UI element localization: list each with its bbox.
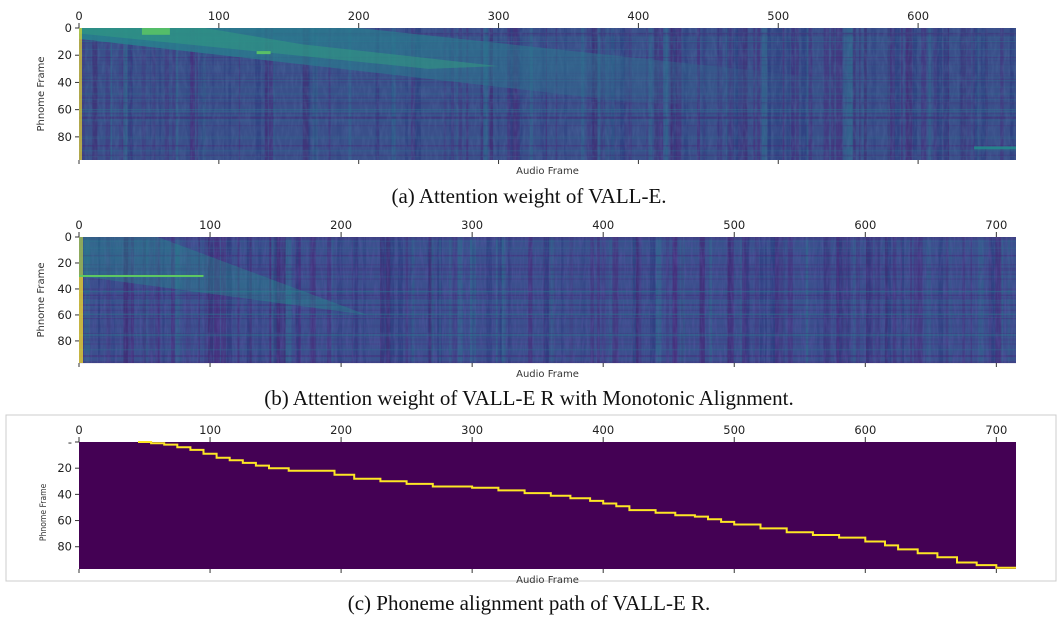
- x-tick-label: 100: [199, 218, 221, 232]
- y-tick-label: 80: [57, 334, 72, 348]
- x-tick-label: 0: [75, 218, 82, 232]
- y-tick-label: 40: [57, 282, 72, 296]
- x-tick-label: 300: [461, 218, 483, 232]
- attention-edge: [79, 237, 83, 363]
- x-tick-label: 500: [723, 218, 745, 232]
- x-tick-label: 0: [75, 9, 82, 23]
- y-tick-label: 0: [65, 21, 72, 35]
- y-tick-label: 0: [65, 230, 72, 244]
- x-tick-label: 100: [199, 423, 221, 437]
- x-tick-label: 0: [75, 423, 82, 437]
- y-tick-label: 20: [57, 461, 72, 475]
- y-tick-label: 20: [57, 256, 72, 270]
- alignment-path-line: [138, 441, 1016, 569]
- y-tick-label: 60: [57, 308, 72, 322]
- y-tick-label: 80: [57, 130, 72, 144]
- y-axis-label: Phnome Frame: [36, 262, 47, 337]
- attention-band: [79, 28, 1016, 118]
- x-tick-label: 700: [985, 218, 1007, 232]
- attention-band: [79, 237, 368, 315]
- attention-hotspot: [141, 28, 170, 35]
- x-tick-label: 200: [330, 218, 352, 232]
- attention-hotspot: [974, 146, 1016, 150]
- attention-heatmap-vall-e: 0 100 200 300 400 500 600 0 20 40 60 80 Audio Frame P…: [36, 9, 1016, 177]
- y-tick-label: -: [68, 435, 72, 449]
- attention-line: [79, 274, 204, 277]
- x-tick-label: 400: [627, 9, 649, 23]
- panel-frame: [5, 414, 1057, 582]
- y-axis-label: Phnome Frame: [36, 56, 47, 131]
- caption-a: (a) Attention weight of VALL-E.: [391, 184, 667, 208]
- x-tick-label: 200: [330, 423, 352, 437]
- y-tick-label: 40: [57, 75, 72, 89]
- x-axis-label: Audio Frame: [516, 166, 579, 177]
- attention-hotspot: [256, 51, 271, 55]
- attention-heatmap-vall-e-r: 0 100 200 300 400 500 600 700 0 20 40 60 80 Audio Fra…: [36, 218, 1016, 380]
- attention-band-bright: [79, 28, 499, 69]
- x-tick-label: 600: [907, 9, 929, 23]
- x-tick-label: 400: [592, 218, 614, 232]
- x-tick-label: 300: [461, 423, 483, 437]
- y-tick-label: 40: [57, 487, 72, 501]
- x-axis-label: Audio Frame: [516, 369, 579, 380]
- caption-c: (c) Phoneme alignment path of VALL-E R.: [347, 591, 711, 615]
- caption-b: (b) Attention weight of VALL-E R with Mo…: [264, 386, 794, 410]
- alignment-path-heatmap: 0 100 200 300 400 500 600 700 - 20 40 60 80 Audio Fra…: [5, 414, 1057, 586]
- y-tick-label: 60: [57, 103, 72, 117]
- x-tick-label: 400: [592, 423, 614, 437]
- x-axis-label: Audio Frame: [516, 575, 579, 586]
- y-axis-label: Phnome Frame: [37, 484, 48, 541]
- x-tick-label: 600: [854, 218, 876, 232]
- x-tick-label: 500: [723, 423, 745, 437]
- x-tick-label: 300: [488, 9, 510, 23]
- x-tick-label: 500: [767, 9, 789, 23]
- attention-edge: [79, 28, 82, 160]
- heatmap-background: [79, 442, 1016, 569]
- x-tick-label: 700: [985, 423, 1007, 437]
- y-tick-label: 60: [57, 514, 72, 528]
- y-tick-label: 80: [57, 540, 72, 554]
- y-tick-label: 20: [57, 48, 72, 62]
- heatmap-noise: [79, 237, 1016, 363]
- x-tick-label: 200: [348, 9, 370, 23]
- x-tick-label: 600: [854, 423, 876, 437]
- x-tick-label: 100: [208, 9, 230, 23]
